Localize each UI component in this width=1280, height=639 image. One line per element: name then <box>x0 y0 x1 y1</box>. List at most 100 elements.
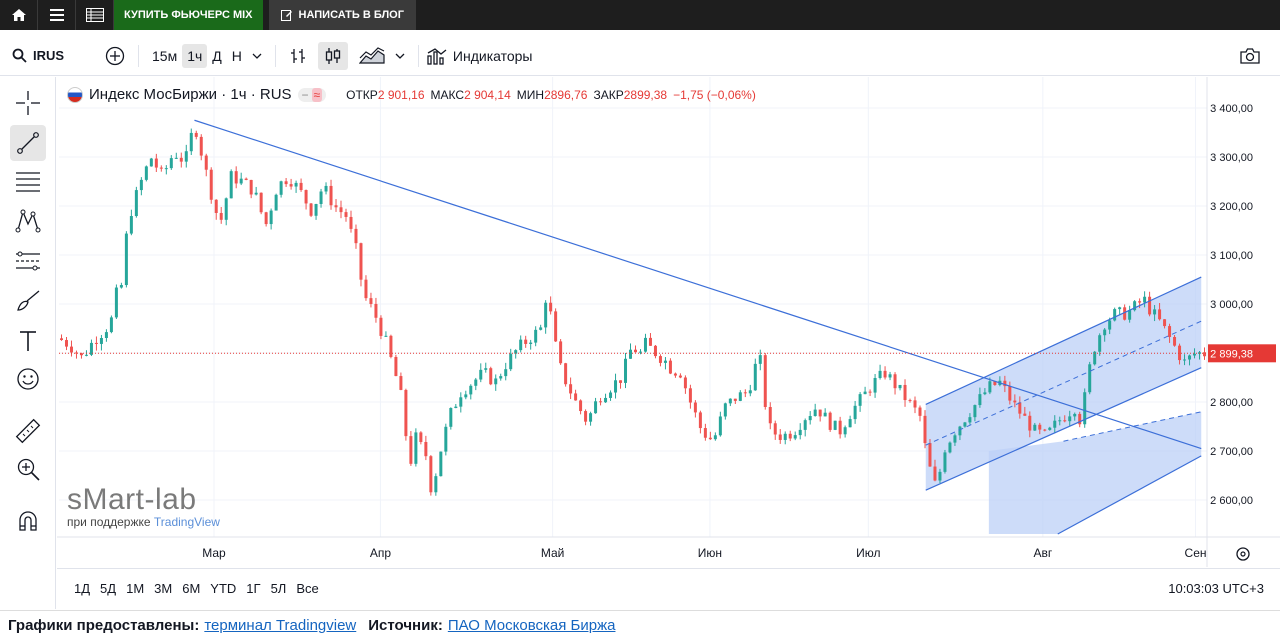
separator <box>417 44 419 67</box>
emoji-tool[interactable] <box>10 361 46 397</box>
candle-body <box>454 406 458 409</box>
compare-button[interactable] <box>100 42 130 70</box>
prediction-tool[interactable] <box>10 243 46 279</box>
candle-body <box>494 378 498 385</box>
candle-body <box>943 452 947 472</box>
candle-body <box>913 400 917 408</box>
moex-link[interactable]: ПАО Московская Биржа <box>447 616 616 634</box>
candle-body <box>514 350 518 354</box>
write-blog-button[interactable]: НАПИСАТЬ В БЛОГ <box>268 0 416 30</box>
pattern-tool[interactable] <box>10 203 46 239</box>
brush-tool[interactable] <box>10 283 46 319</box>
candle-body <box>224 198 228 220</box>
range-all[interactable]: Все <box>296 581 319 596</box>
candle-body <box>154 158 158 168</box>
candle-body <box>1083 392 1087 425</box>
range-6m[interactable]: 6М <box>182 581 201 596</box>
home-icon[interactable] <box>0 0 38 30</box>
tradingview-terminal-link[interactable]: терминал Tradingview <box>204 616 357 634</box>
candle-body <box>174 157 178 159</box>
candle-body <box>703 428 707 438</box>
magnet-tool[interactable] <box>10 503 46 539</box>
interval-15m[interactable]: 15м <box>152 47 178 64</box>
charts-provided-label: Графики предоставлены: <box>8 616 200 634</box>
gear-ring <box>1236 547 1250 561</box>
ruler-tool[interactable] <box>10 413 46 449</box>
candle-body <box>249 179 253 195</box>
candle-body <box>1058 420 1062 422</box>
bars-style-button[interactable] <box>284 43 312 69</box>
range-1m[interactable]: 1М <box>126 581 145 596</box>
candle-body <box>818 409 822 417</box>
footer: Графики предоставлены: терминал Tradingv… <box>0 610 1280 639</box>
visibility-toggle[interactable]: − ≈ <box>297 87 327 102</box>
candle-body <box>484 368 488 370</box>
indicators-button[interactable]: Индикаторы <box>427 47 533 65</box>
table-icon[interactable] <box>76 0 114 30</box>
candle-body <box>619 380 623 383</box>
second-channel-middle <box>1063 411 1202 442</box>
candle-body <box>549 302 553 312</box>
candle-body <box>339 207 343 213</box>
candle-body <box>1113 309 1117 321</box>
candle-body <box>853 405 857 420</box>
candle-body <box>149 158 153 167</box>
area-style-button[interactable] <box>354 43 390 69</box>
low-label: МИН <box>516 87 545 102</box>
zoom-tool[interactable] <box>10 451 46 487</box>
candle-body <box>848 419 852 428</box>
candle-body <box>99 337 103 344</box>
candle-body <box>1003 380 1007 387</box>
support-prefix: при поддержке <box>67 515 151 529</box>
magnet-icon <box>19 511 37 531</box>
chart-style-dropdown[interactable] <box>390 49 410 63</box>
candle-body <box>983 392 987 395</box>
minus-icon: − <box>301 87 309 102</box>
price-chart[interactable]: 3 400,00 3 300,00 3 200,00 3 100,00 3 000,00… <box>57 77 1280 567</box>
candles-style-button[interactable] <box>317 41 348 70</box>
interval-1h[interactable]: 1ч <box>182 43 208 68</box>
range-5y[interactable]: 5Л <box>270 581 287 596</box>
candle-body <box>1063 420 1067 422</box>
candle-body <box>968 417 972 423</box>
range-ytd[interactable]: YTD <box>210 581 237 596</box>
candle-body <box>134 190 138 217</box>
screenshot-button[interactable] <box>1234 43 1266 69</box>
settings-gear-icon[interactable] <box>1236 547 1250 561</box>
crosshair-icon <box>16 91 40 115</box>
range-3m[interactable]: 3М <box>154 581 173 596</box>
y-tick-label: 2 800,00 <box>1210 397 1253 409</box>
candle-body <box>753 363 757 391</box>
interval-day[interactable]: Д <box>212 47 222 64</box>
candle-body <box>334 205 338 208</box>
candle-body <box>264 212 268 225</box>
candle-body <box>519 339 523 351</box>
fib-tool[interactable] <box>10 163 46 199</box>
interval-dropdown[interactable] <box>247 49 267 63</box>
pattern-icon <box>15 209 41 233</box>
candle-body <box>189 132 193 152</box>
candle-body <box>1078 413 1082 425</box>
trendline-tool[interactable] <box>10 125 46 161</box>
candle-body <box>169 158 173 169</box>
candle-body <box>1153 309 1157 315</box>
candle-body <box>59 338 63 341</box>
buy-futures-button[interactable]: КУПИТЬ ФЬЮЧЕРС MIX <box>114 0 263 30</box>
chart-area[interactable]: 3 400,00 3 300,00 3 200,00 3 100,00 3 000,00… <box>57 77 1280 567</box>
range-1y[interactable]: 1Г <box>246 581 261 596</box>
symbol-search[interactable]: IRUS <box>0 48 100 63</box>
interval-week[interactable]: Н <box>231 47 242 64</box>
menu-icon[interactable] <box>38 0 76 30</box>
candle-body <box>728 398 732 404</box>
crosshair-tool[interactable] <box>10 85 46 121</box>
text-tool[interactable] <box>10 323 46 359</box>
utc-clock[interactable]: 10:03:03 UTC+3 <box>1168 581 1264 596</box>
symbol-label: IRUS <box>33 48 65 63</box>
candle-body <box>1033 424 1037 431</box>
tradingview-link[interactable]: TradingView <box>153 515 220 529</box>
y-tick-label: 3 200,00 <box>1210 201 1253 213</box>
range-5d[interactable]: 5Д <box>100 581 117 596</box>
range-1d[interactable]: 1Д <box>74 581 91 596</box>
candle-body <box>823 412 827 417</box>
candle-body <box>489 368 493 385</box>
